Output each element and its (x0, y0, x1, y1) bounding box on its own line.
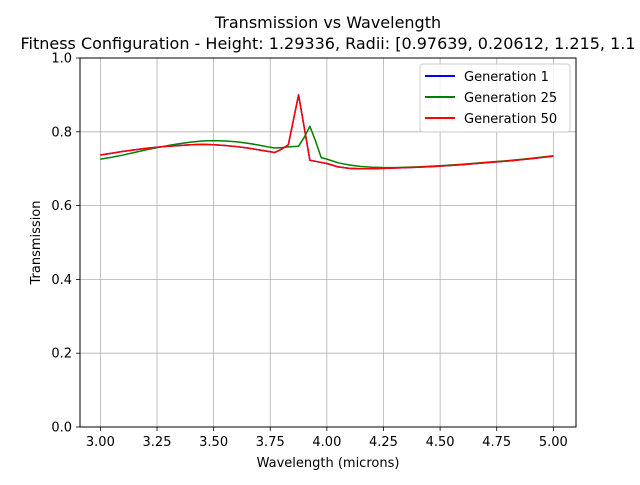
series-line-generation-50 (100, 94, 554, 170)
x-tick-label: 4.50 (426, 435, 455, 450)
series-lines (100, 94, 554, 170)
x-tick-label: 5.00 (539, 435, 568, 450)
x-tick-label: 4.25 (369, 435, 398, 450)
x-axis-label: Wavelength (microns) (257, 456, 400, 471)
x-axis-ticks: 3.00 3.25 3.50 3.75 4.00 4.25 4.50 4.75 5.00 (86, 427, 568, 450)
legend-label-generation-50: Generation 50 (464, 112, 557, 127)
y-axis-ticks: 0.0 0.2 0.4 0.6 0.8 1.0 (51, 52, 80, 436)
x-tick-label: 3.25 (143, 435, 172, 450)
legend-box (419, 63, 571, 133)
y-tick-label: 1.0 (51, 52, 72, 67)
legend-label-generation-25: Generation 25 (464, 91, 557, 106)
x-tick-label: 3.50 (199, 435, 228, 450)
x-tick-label: 3.75 (256, 435, 285, 450)
legend: Generation 1 Generation 25 Generation 50 (419, 63, 571, 133)
x-tick-label: 4.75 (482, 435, 511, 450)
y-tick-label: 0.2 (51, 347, 72, 362)
y-tick-label: 0.8 (51, 125, 72, 140)
x-tick-label: 3.00 (86, 435, 115, 450)
chart-title: Transmission vs Wavelength (214, 13, 441, 32)
legend-label-generation-1: Generation 1 (464, 70, 549, 85)
y-axis-label: Transmission (29, 201, 44, 286)
chart-subtitle: Fitness Configuration - Height: 1.29336,… (20, 34, 635, 53)
plot-area-frame (79, 57, 577, 428)
y-tick-label: 0.6 (51, 199, 72, 214)
y-tick-label: 0.0 (51, 421, 72, 436)
x-tick-label: 4.00 (312, 435, 341, 450)
y-tick-label: 0.4 (51, 273, 72, 288)
